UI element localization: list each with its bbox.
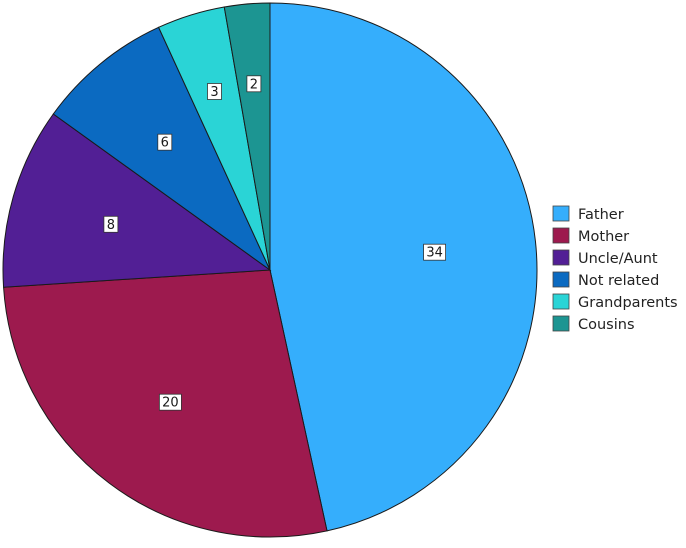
slice-label-uncle-aunt: 8: [103, 215, 119, 233]
legend: Father Mother Uncle/Aunt Not related Grandpa…: [552, 205, 678, 333]
slice-label-box-cousins: [246, 75, 262, 93]
legend-swatch-father: [552, 205, 570, 222]
slice-label-box-grandparents: [207, 83, 222, 100]
legend-swatch-mother: [552, 227, 570, 244]
slice-label-grandparents: 3: [207, 83, 222, 100]
pie-slice-father: [269, 2, 538, 532]
legend-item-uncle-aunt: Uncle/Aunt: [552, 249, 658, 267]
legend-item-cousins: Cousins: [552, 315, 635, 333]
legend-label-uncle-aunt: Uncle/Aunt: [578, 251, 658, 267]
slice-value-father: 34: [426, 246, 443, 261]
slice-value-grandparents: 3: [210, 85, 218, 100]
legend-item-grandparents: Grandparents: [552, 293, 678, 311]
pie-slice-cousins: [223, 2, 271, 271]
legend-label-mother: Mother: [578, 229, 629, 245]
slice-label-box-father: [423, 243, 447, 261]
slice-label-not-related: 6: [157, 133, 173, 151]
slice-label-box-not-related: [157, 133, 173, 151]
pie-slices: [2, 2, 538, 538]
slice-value-uncle-aunt: 8: [107, 218, 115, 233]
legend-swatch-uncle-aunt: [552, 249, 570, 266]
legend-label-grandparents: Grandparents: [578, 295, 678, 311]
slice-value-mother: 20: [162, 396, 179, 411]
slice-value-not-related: 6: [161, 136, 169, 151]
legend-swatch-cousins: [552, 315, 570, 332]
legend-item-father: Father: [552, 205, 624, 223]
slice-label-box-uncle-aunt: [103, 215, 119, 233]
slice-label-cousins: 2: [246, 75, 262, 93]
legend-swatch-grandparents: [552, 293, 570, 310]
legend-item-mother: Mother: [552, 227, 629, 245]
pie-slice-uncle-aunt: [2, 113, 272, 288]
slice-value-cousins: 2: [250, 77, 258, 92]
legend-label-not-related: Not related: [578, 273, 659, 289]
slice-label-box-mother: [158, 393, 182, 411]
legend-item-not-related: Not related: [552, 271, 659, 289]
slice-labels: 34 20 8 6 3 2: [103, 75, 447, 411]
slice-label-father: 34: [423, 243, 447, 261]
legend-label-father: Father: [578, 207, 624, 223]
legend-label-cousins: Cousins: [578, 317, 635, 333]
legend-swatch-not-related: [552, 271, 570, 288]
slice-label-mother: 20: [158, 393, 182, 411]
